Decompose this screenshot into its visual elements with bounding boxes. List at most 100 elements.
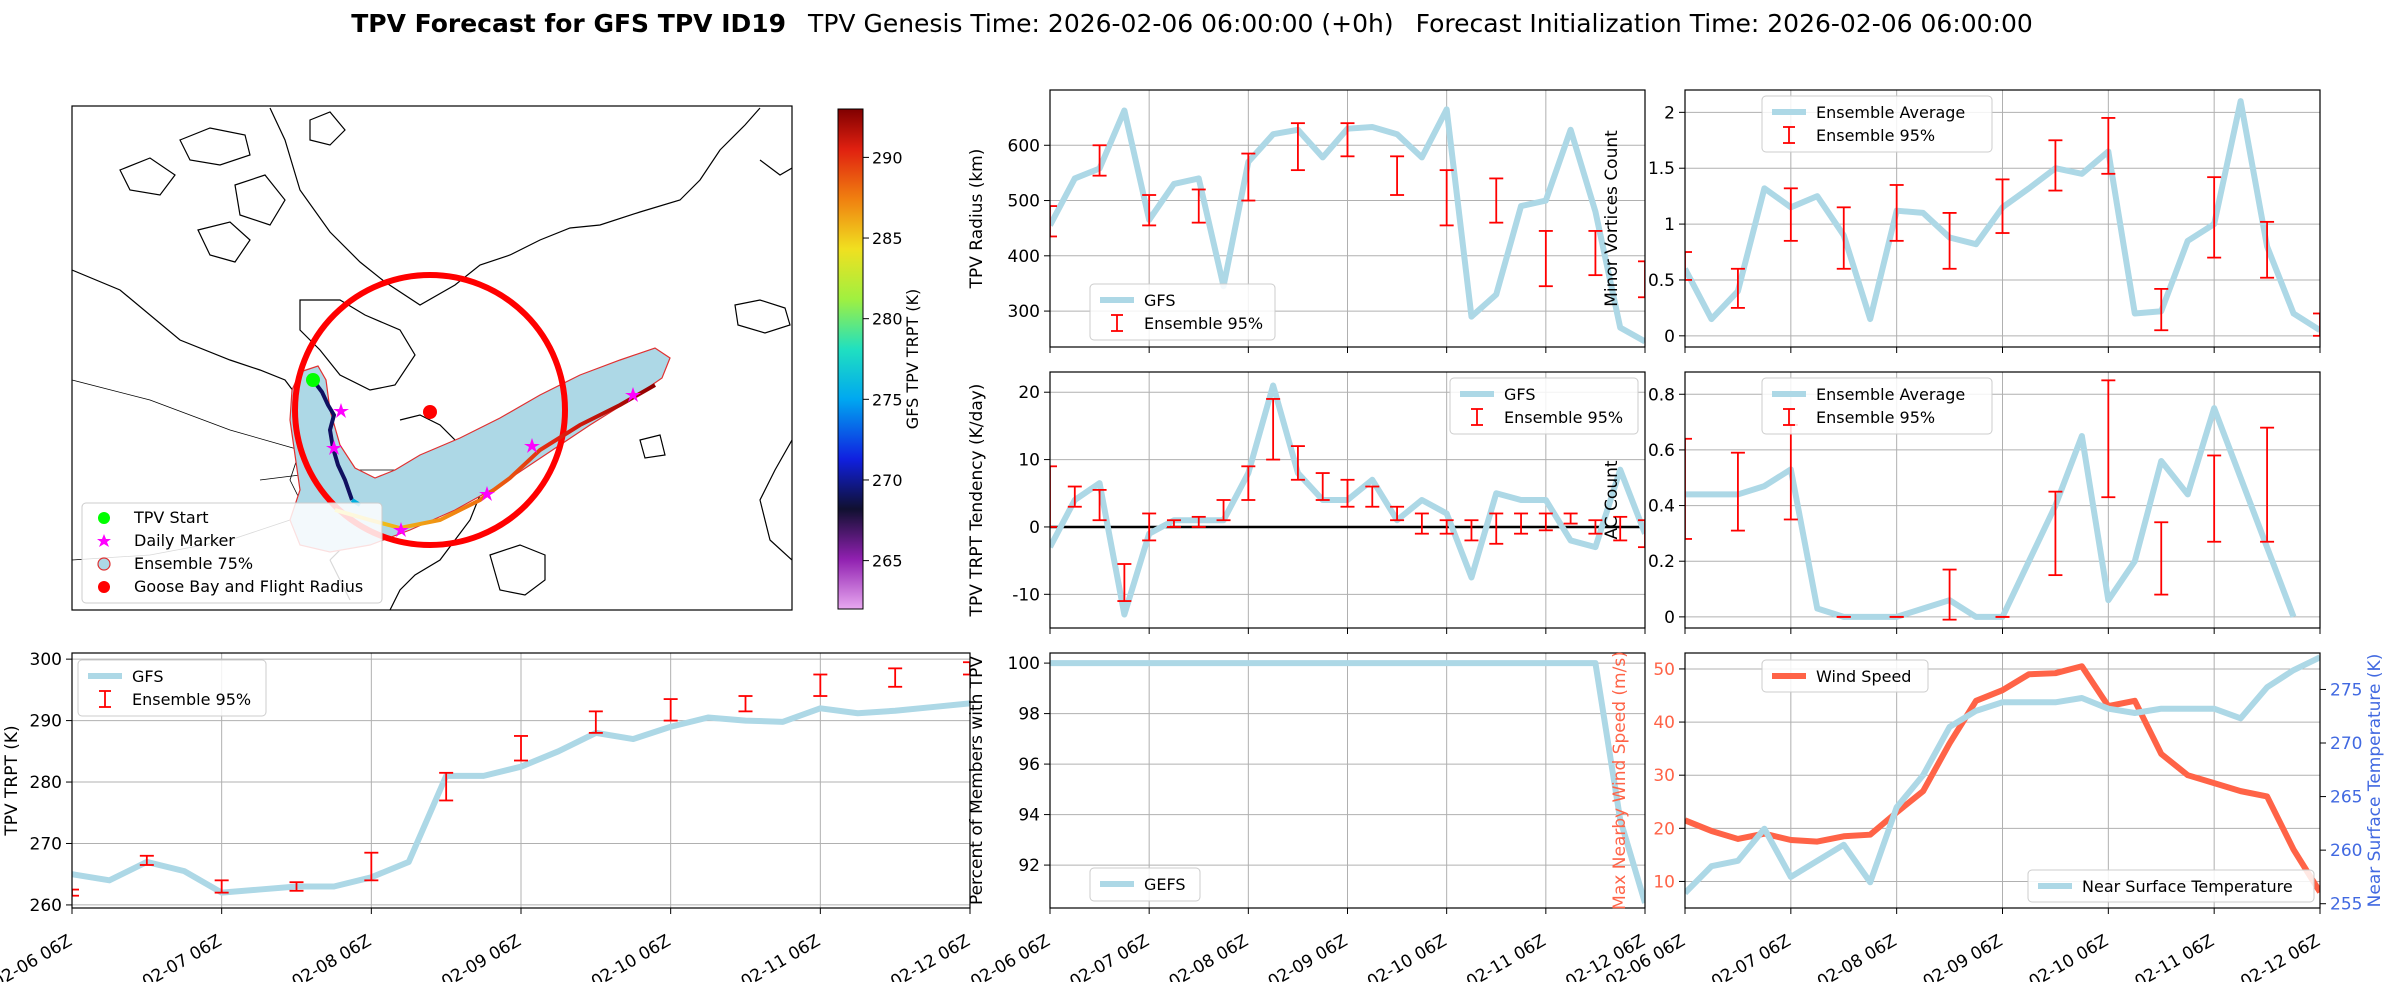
y-tick-label: 20 (1653, 819, 1675, 839)
error-bar (1889, 184, 1904, 242)
error-bar (289, 881, 304, 892)
error-bar (1685, 251, 1692, 281)
x-tick-label: 02-11 06Z (738, 931, 824, 982)
daily-markers (326, 387, 641, 537)
title-bold: TPV Forecast for GFS TPV ID19 (351, 9, 786, 38)
y2-tick-label: 270 (2330, 734, 2362, 754)
legend-label: Ensemble 95% (1816, 126, 1935, 145)
legend-label: GFS (1504, 385, 1535, 404)
daily-marker (393, 522, 409, 537)
y-tick-label: 0 (1664, 608, 1675, 628)
error-bar (2154, 287, 2169, 332)
y-tick-label: 1.5 (1648, 159, 1675, 179)
y-axis-label: TPV TRPT Tendency (K/day) (967, 384, 987, 618)
x-tick-label: 02-09 06Z (1265, 931, 1351, 982)
legend-swatch-errbar (99, 690, 111, 708)
error-bar (1340, 122, 1355, 158)
error-bar (1142, 512, 1157, 542)
error-bar (1783, 187, 1798, 242)
x-tick-label: 02-11 06Z (1463, 931, 1549, 982)
series-layer (1050, 382, 1645, 618)
series-line-wind-speed (1685, 663, 2320, 894)
plot-frame (71, 652, 971, 909)
y-tick-label: 270 (30, 834, 62, 854)
error-bar (2154, 521, 2169, 596)
colorbar-tick-label: 285 (872, 229, 903, 248)
error-bar (1638, 519, 1645, 549)
error-bar (1241, 152, 1256, 202)
series-layer (72, 661, 970, 897)
error-bar (1050, 465, 1057, 528)
y-tick-label: 400 (1008, 247, 1040, 267)
error-bar (663, 698, 678, 722)
error-bar (1489, 177, 1504, 224)
y2-axis-label: Near Surface Temperature (K) (2365, 654, 2384, 908)
y-tick-label: 0 (1029, 518, 1040, 538)
error-bar (588, 710, 603, 734)
error-bar (2207, 176, 2222, 259)
daily-marker (479, 486, 495, 501)
y-tick-label: 40 (1653, 713, 1675, 733)
daily-marker (333, 403, 349, 418)
legend-start-label: TPV Start (133, 508, 209, 527)
error-bar (1390, 505, 1405, 522)
x-tick-label: 02-06 06Z (967, 931, 1053, 982)
error-bar (888, 667, 903, 688)
error-bar (2048, 139, 2063, 192)
error-bar (2260, 426, 2275, 543)
error-bar (1117, 563, 1132, 602)
trpt-panel: 02-06 06Z 02-07 06Z 02-08 06Z 02-09 06Z 02-1… (0, 650, 974, 982)
y-tick-label: 0.2 (1648, 552, 1675, 572)
minor-vortices-panel: 0 0.5 1 1.5 2 Minor Vortices Count Ensemble Av… (1602, 89, 2321, 353)
x-tick-label: 02-12 06Z (2237, 931, 2323, 982)
y2-tick-label: 265 (2330, 788, 2362, 808)
legend: Ensemble Average Ensemble 95% (1761, 95, 1993, 153)
legend-daily-icon (97, 534, 111, 547)
error-bar (738, 695, 753, 713)
error-bar (1266, 398, 1281, 461)
track-late (334, 383, 656, 531)
x-tick-label: 02-08 06Z (289, 931, 375, 982)
legend-label: Ensemble 95% (132, 690, 251, 709)
y-tick-label: 10 (1653, 872, 1675, 892)
error-bar (1563, 512, 1578, 525)
legend-swatch-errbar (1783, 126, 1795, 144)
legend-swatch-errbar (1471, 408, 1483, 426)
y-tick-label: 500 (1008, 192, 1040, 212)
error-bar (1538, 512, 1553, 532)
legend-goosebay-icon (98, 581, 110, 593)
y-tick-label: 96 (1018, 755, 1040, 775)
error-bar (1730, 451, 1745, 532)
y-tick-label: 0.4 (1648, 497, 1675, 517)
colorbar: 265 270 275 280 285 290 GFS TPV TRPT (K) (837, 108, 922, 610)
error-bar (1995, 178, 2010, 234)
error-bar (214, 879, 229, 894)
legend-box (1089, 283, 1276, 341)
legend: GFS Ensemble 95% (1449, 377, 1639, 435)
y-tick-label: 98 (1018, 705, 1040, 725)
legend-label: Ensemble Average (1816, 103, 1965, 122)
legend-box (1089, 867, 1201, 902)
error-bar (1390, 155, 1405, 196)
members-panel: 02-06 06Z 02-07 06Z 02-08 06Z 02-09 06Z 02-1… (967, 652, 1649, 982)
x-tick-label: 02-10 06Z (1364, 931, 1450, 982)
error-bar (1514, 512, 1529, 535)
error-bar (1613, 515, 1628, 542)
error-bar (514, 735, 528, 762)
error-bar (1216, 499, 1231, 522)
error-bar (1092, 144, 1107, 177)
y-tick-label: 260 (30, 896, 62, 916)
colorbar-tick-label: 265 (872, 552, 903, 571)
error-bar (1142, 194, 1157, 227)
x-tick-label: 02-08 06Z (1166, 931, 1252, 982)
y-axis-label: AC Count (1602, 460, 1622, 539)
daily-marker (625, 387, 641, 402)
map-legend-box (81, 502, 383, 604)
x-tick-label: 02-12 06Z (887, 931, 973, 982)
tendency-panel: -10 0 10 20 TPV TRPT Tendency (K/day) GFS Ense… (967, 371, 1646, 634)
y-tick-label: 94 (1018, 806, 1040, 826)
series-line-gefs (1050, 660, 1645, 904)
series-line-near-surface-temperature (1685, 654, 2320, 896)
